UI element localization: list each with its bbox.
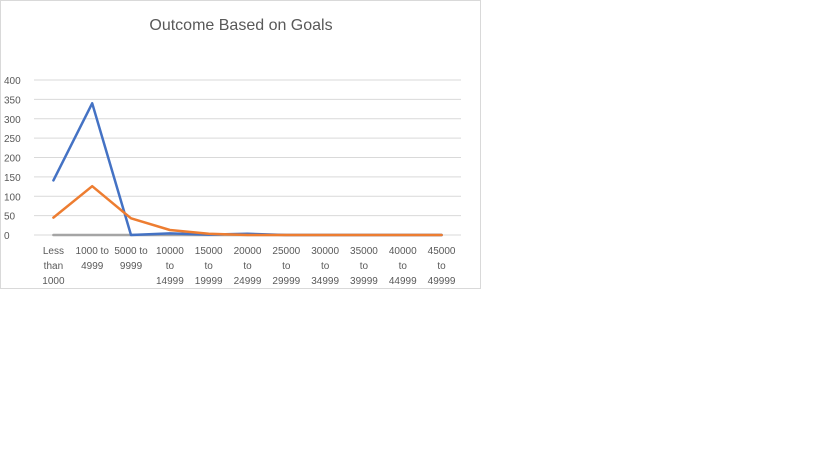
x-tick-label-line: 15000 (195, 246, 223, 257)
x-tick-label-line: 44999 (389, 276, 417, 287)
x-tick-label-line: 45000 (428, 246, 456, 257)
y-tick-label: 100 (4, 192, 21, 203)
x-tick-label-line: 30000 (311, 246, 339, 257)
chart-title: Outcome Based on Goals (149, 17, 332, 34)
x-axis-ticks: Less than 1000 1000 to 4999 5000 to 9999 10000 t… (42, 246, 456, 287)
x-tick-label: 35000 to 39999 (350, 246, 378, 287)
y-tick-label: 300 (4, 115, 21, 126)
x-tick-label: 40000 to 44999 (389, 246, 417, 287)
x-tick-label-line: 40000 (389, 246, 417, 257)
x-tick-label-line: to (360, 261, 369, 272)
y-tick-label: 400 (4, 76, 21, 87)
x-tick-label-line: 39999 (350, 276, 378, 287)
x-tick-label-line: to (205, 261, 214, 272)
x-tick-label: 20000 to 24999 (234, 246, 262, 287)
x-tick-label-line: to (243, 261, 252, 272)
x-tick-label: 30000 to 34999 (311, 246, 339, 287)
x-tick-label-line: 20000 (234, 246, 262, 257)
gridlines (34, 79, 461, 236)
y-tick-label: 200 (4, 154, 21, 165)
y-tick-label: 250 (4, 134, 21, 145)
x-tick-label-line: 19999 (195, 276, 223, 287)
y-tick-label: 0 (4, 231, 10, 242)
x-tick-label: 25000 to 29999 (272, 246, 300, 287)
x-tick-label-line: 4999 (81, 261, 104, 272)
x-tick-label-line: to (166, 261, 175, 272)
chart-frame: Outcome Based on Goals 0 50 100 150 200 250 30… (0, 0, 481, 289)
x-tick-label: 15000 to 19999 (195, 246, 223, 287)
x-tick-label-line: 49999 (428, 276, 456, 287)
line-chart: Outcome Based on Goals 0 50 100 150 200 250 30… (4, 17, 461, 287)
x-tick-label-line: 35000 (350, 246, 378, 257)
x-tick-label-line: 1000 (42, 276, 65, 287)
x-tick-label: Less than 1000 (42, 246, 65, 287)
x-tick-label-line: to (282, 261, 291, 272)
x-tick-label: 10000 to 14999 (156, 246, 184, 287)
x-tick-label-line: 24999 (234, 276, 262, 287)
series-lines (52, 102, 443, 237)
y-axis-ticks: 0 50 100 150 200 250 300 350 400 (4, 76, 21, 242)
x-tick-label-line: Less (43, 246, 64, 257)
x-tick-label-line: 25000 (272, 246, 300, 257)
x-tick-label-line: 34999 (311, 276, 339, 287)
x-tick-label-line: 29999 (272, 276, 300, 287)
x-tick-label-line: to (321, 261, 330, 272)
x-tick-label-line: 9999 (120, 261, 143, 272)
x-tick-label-line: to (399, 261, 408, 272)
series-line-2 (52, 184, 443, 237)
y-tick-label: 350 (4, 95, 21, 106)
x-tick-label-line: 14999 (156, 276, 184, 287)
x-tick-label: 5000 to 9999 (114, 246, 148, 272)
x-tick-label: 45000 to 49999 (428, 246, 456, 287)
x-tick-label-line: 5000 to (114, 246, 148, 257)
x-tick-label-line: 1000 to (76, 246, 110, 257)
y-tick-label: 50 (4, 212, 16, 223)
y-tick-label: 150 (4, 173, 21, 184)
x-tick-label-line: than (44, 261, 63, 272)
x-tick-label-line: to (437, 261, 446, 272)
x-tick-label: 1000 to 4999 (76, 246, 110, 272)
x-tick-label-line: 10000 (156, 246, 184, 257)
